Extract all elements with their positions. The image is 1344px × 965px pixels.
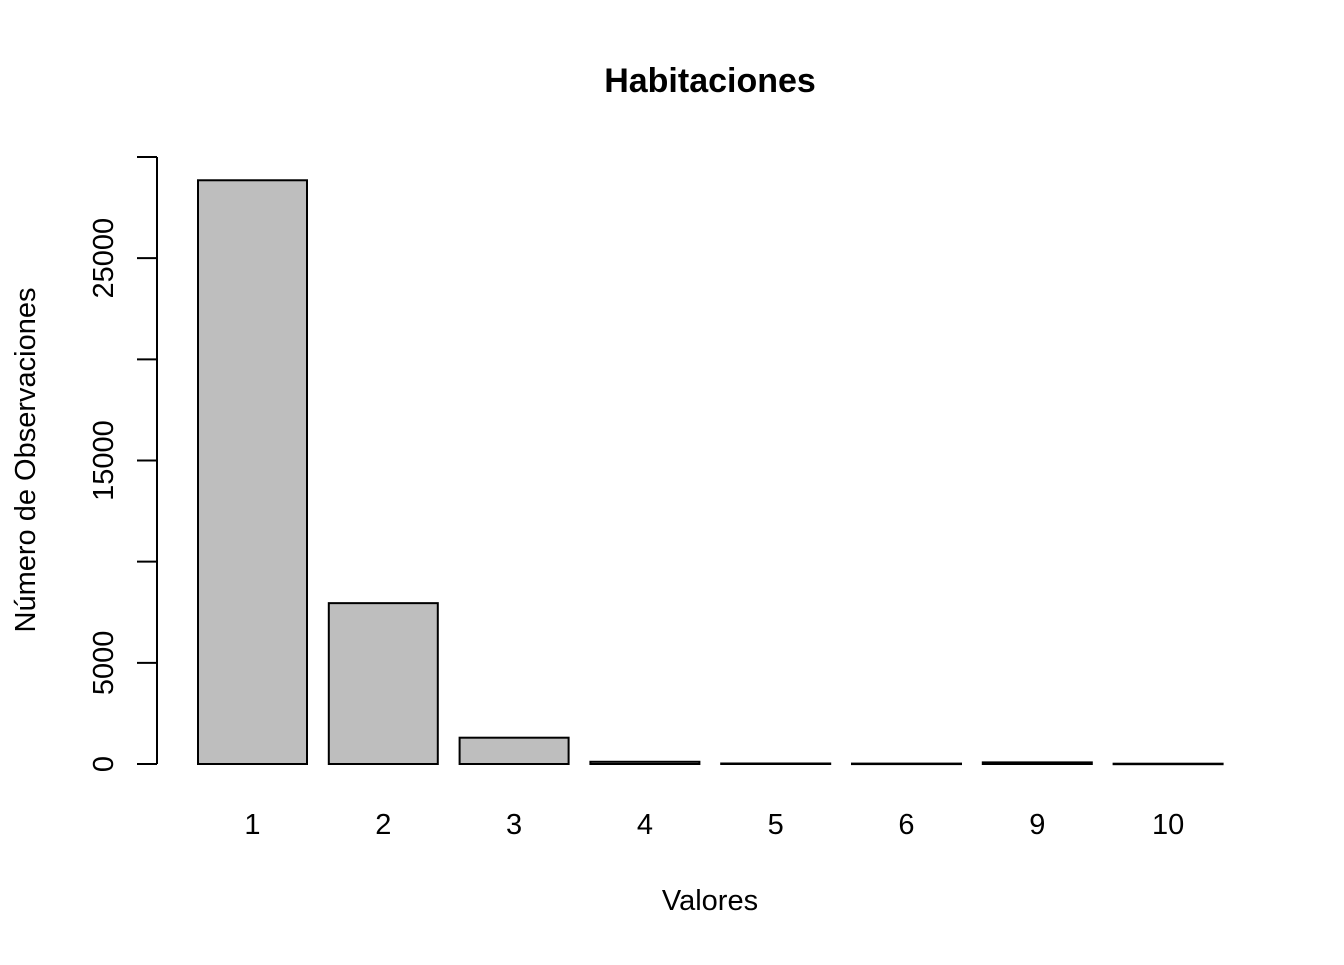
x-tick-label: 9 [1029,809,1045,841]
y-tick-label: 25000 [88,218,120,299]
chart-title: Habitaciones [604,62,816,100]
y-tick-label: 0 [88,756,120,772]
y-axis-label: Número de Observaciones [10,288,42,633]
x-tick-label: 4 [637,809,653,841]
y-tick-label: 15000 [88,420,120,501]
bars-group [197,179,1224,766]
bar-6 [851,762,962,766]
bar-9 [981,761,1093,766]
bar-10 [1112,762,1224,766]
x-axis-label: Valores [662,885,758,917]
x-tick-label: 2 [375,809,391,841]
bar-3 [458,736,570,765]
x-tick-label: 5 [768,809,784,841]
x-tick-label: 1 [244,809,260,841]
x-tick-labels: 1 2 3 4 5 6 9 10 [244,809,1184,841]
x-tick-label: 3 [506,809,522,841]
bar-2 [327,602,439,766]
bar-5 [720,762,832,765]
x-tick-label: 10 [1152,809,1184,841]
bar-1 [197,179,308,766]
y-tick-label: 5000 [88,631,120,696]
bar-4 [589,760,701,766]
y-axis: 0 5000 15000 25000 [88,156,158,772]
x-tick-label: 6 [898,809,914,841]
